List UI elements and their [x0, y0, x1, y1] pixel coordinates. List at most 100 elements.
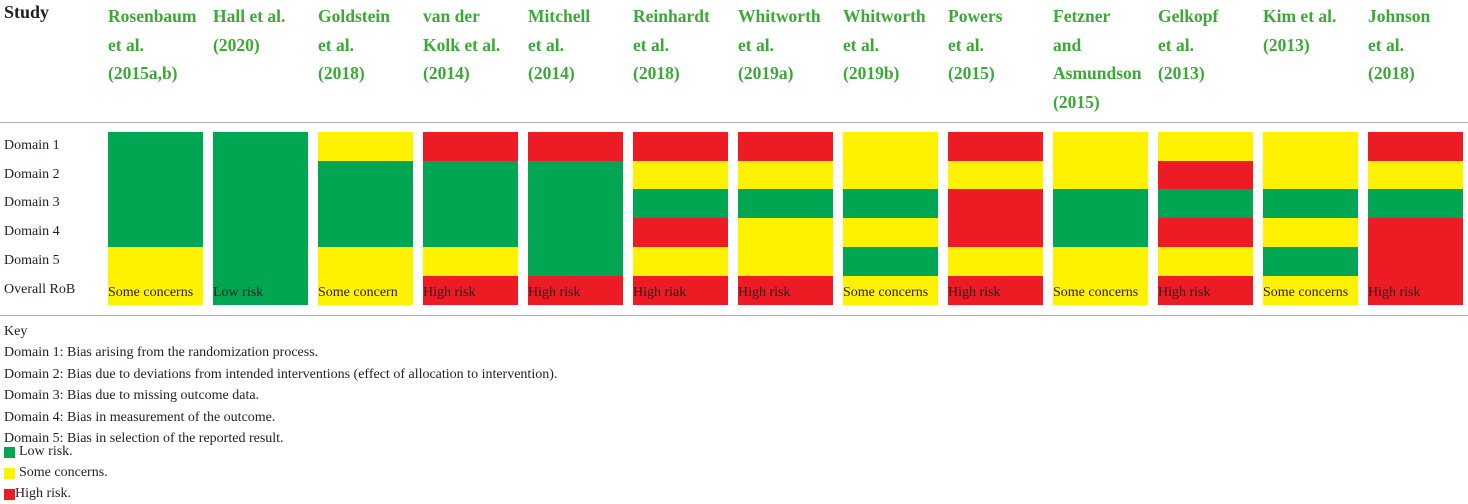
study-name-line: et al. — [1368, 34, 1404, 55]
overall-rob-cell: High risk — [1158, 275, 1253, 305]
key-domain-line: Domain 1: Bias arising from the randomiz… — [4, 345, 319, 360]
domain-cell — [108, 189, 203, 219]
study-name-line: et al. — [1158, 34, 1194, 55]
study-name-line: Kim et al. — [1263, 6, 1337, 26]
row-label: Domain 3 — [4, 195, 60, 211]
study-name: Gelkopf et al. (2013) — [1158, 2, 1218, 88]
domain-cell — [633, 189, 728, 219]
domain-cell — [318, 189, 413, 219]
domain-cell — [528, 218, 623, 248]
domain-cell — [1158, 189, 1253, 219]
study-name: Whitworth et al. (2019b) — [843, 2, 926, 88]
domain-cell — [1368, 189, 1463, 219]
domain-cell — [948, 189, 1043, 219]
domain-cell — [1263, 160, 1358, 190]
domain-cell — [738, 246, 833, 277]
overall-rob-cell: Some concerns — [1263, 275, 1358, 305]
study-name-line: (2015) — [948, 63, 995, 83]
overall-rob-cell: High risk — [1368, 275, 1463, 305]
study-name-line: et al. — [738, 34, 774, 55]
domain-cell — [1263, 218, 1358, 248]
overall-rob-text: Some concern — [318, 284, 398, 300]
study-name: Goldstein et al. (2018) — [318, 2, 390, 88]
domain-cell — [738, 189, 833, 219]
study-name-line: Goldstein — [318, 6, 390, 26]
study-name-line: Hall et al. — [213, 6, 286, 26]
study-name-line: Reinhardt — [633, 6, 710, 26]
study-name: Whitworth et al. (2019a) — [738, 2, 821, 88]
domain-cell — [1158, 218, 1253, 248]
domain-cell — [948, 218, 1043, 248]
domain-cell — [1263, 189, 1358, 219]
study-name-line: et al. — [108, 34, 144, 55]
overall-rob-cell: Some concerns — [108, 275, 203, 305]
row-label: Overall RoB — [4, 281, 76, 297]
domain-cell — [948, 160, 1043, 190]
legend-label: High risk. — [15, 486, 71, 501]
overall-rob-text: Some concerns — [1263, 284, 1349, 300]
overall-rob-text: Some concerns — [843, 284, 929, 300]
domain-cell — [1368, 132, 1463, 162]
study-name-line: Fetzner — [1053, 6, 1111, 26]
domain-cell — [213, 160, 308, 190]
row-label: Domain 4 — [4, 224, 60, 240]
overall-rob-cell: Some concern — [318, 275, 413, 305]
table-bottom-rule — [0, 315, 1468, 316]
study-name-line: (2018) — [1368, 63, 1415, 83]
study-name-line: (2019a) — [738, 63, 794, 83]
domain-cell — [633, 218, 728, 248]
overall-rob-cell: Some concerns — [1053, 275, 1148, 305]
domain-cell — [213, 132, 308, 162]
study-name-line: (2020) — [213, 34, 260, 55]
domain-cell — [423, 160, 518, 190]
domain-cell — [633, 246, 728, 277]
domain-cell — [1368, 160, 1463, 190]
study-name-line: (2013) — [1263, 34, 1310, 55]
domain-cell — [318, 218, 413, 248]
overall-rob-text: High risk — [738, 284, 791, 300]
overall-rob-text: High risk — [948, 284, 1001, 300]
domain-cell — [843, 218, 938, 248]
study-name-line: Powers — [948, 6, 1003, 26]
domain-cell — [108, 132, 203, 162]
key-domain-line: Domain 3: Bias due to missing outcome da… — [4, 388, 260, 403]
study-name-line: (2014) — [528, 63, 575, 83]
study-name: Powers et al. (2015) — [948, 2, 1002, 88]
domain-cell — [1053, 160, 1148, 190]
domain-cell — [948, 132, 1043, 162]
domain-cell — [738, 160, 833, 190]
study-name-line: (2014) — [423, 63, 470, 83]
study-name-line: Kolk et al. — [423, 34, 501, 55]
domain-cell — [1053, 132, 1148, 162]
row-label: Domain 2 — [4, 166, 60, 182]
domain-cell — [423, 246, 518, 277]
domain-cell — [1158, 246, 1253, 277]
overall-rob-text: High risk — [1368, 284, 1421, 300]
study-name: Hall et al. (2020) — [213, 2, 285, 59]
domain-cell — [1053, 246, 1148, 277]
study-name: Rosenbaum et al. (2015a,b) — [108, 2, 197, 88]
study-name-line: et al. — [633, 34, 669, 55]
study-name-line: (2013) — [1158, 63, 1205, 83]
domain-cell — [948, 246, 1043, 277]
overall-rob-text: High risk — [528, 284, 581, 300]
row-label: Domain 5 — [4, 252, 60, 268]
study-name: Kim et al. (2013) — [1263, 2, 1336, 59]
study-name: Mitchell et al. (2014) — [528, 2, 590, 88]
study-name: Johnson et al. (2018) — [1368, 2, 1430, 88]
domain-cell — [528, 189, 623, 219]
study-name-line: (2019b) — [843, 63, 900, 83]
overall-rob-text: High risk — [1158, 284, 1211, 300]
domain-cell — [1053, 189, 1148, 219]
legend-label: Low risk. — [19, 444, 73, 459]
study-name-line: van der — [423, 6, 480, 26]
overall-rob-cell: High risk — [948, 275, 1043, 305]
domain-cell — [423, 132, 518, 162]
study-name-line: et al. — [318, 34, 354, 55]
overall-rob-cell: Low risk — [213, 275, 308, 305]
domain-cell — [318, 246, 413, 277]
study-name-line: (2015) — [1053, 91, 1100, 112]
overall-rob-text: High riak — [633, 284, 687, 300]
overall-rob-cell: High risk — [423, 275, 518, 305]
study-name-line: Whitworth — [843, 6, 926, 26]
